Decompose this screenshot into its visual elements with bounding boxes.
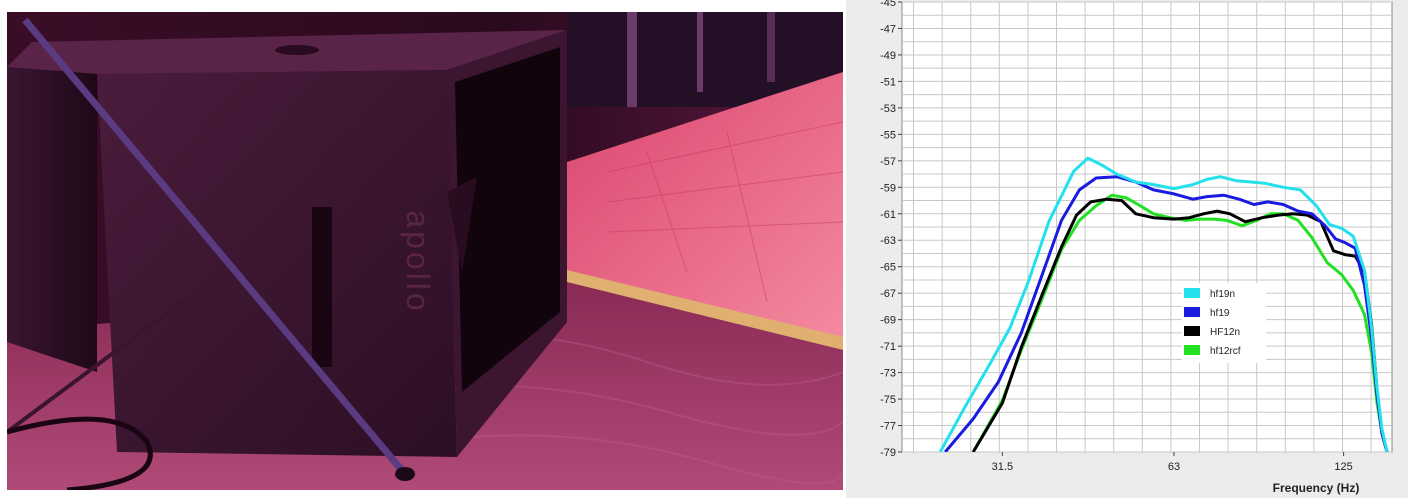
series-line-hf19n: [938, 156, 1389, 452]
x-axis-title: Frequency (Hz): [1273, 481, 1360, 495]
y-tick-label: -77: [880, 421, 896, 433]
y-tick-label: -47: [880, 23, 896, 35]
legend-swatch: [1184, 288, 1200, 298]
legend-label: hf19n: [1210, 289, 1235, 300]
legend-swatch: [1184, 326, 1200, 336]
speaker-photo-drawing: apollo: [7, 12, 843, 490]
y-tick-label: -71: [880, 341, 896, 353]
x-tick-label: 125: [1334, 461, 1352, 473]
y-tick-label: -79: [880, 447, 896, 459]
y-tick-label: -67: [880, 288, 896, 300]
frequency-response-chart: -45 -47 -49 -51 -53 -55 -57 -59 -61 -63 -65 -67 -69 -…: [846, 0, 1408, 498]
legend-swatch: [1184, 345, 1200, 355]
y-tick-label: -57: [880, 156, 896, 168]
legend-label: hf19: [1210, 308, 1230, 319]
chart-svg: -45 -47 -49 -51 -53 -55 -57 -59 -61 -63 -65 -67 -69 -…: [880, 0, 1393, 495]
series-line-hf12rcf: [971, 193, 1389, 452]
y-tick-label: -65: [880, 262, 896, 274]
y-tick-label: -59: [880, 182, 896, 194]
x-tick-label: 31.5: [992, 461, 1013, 473]
y-tick-label: -69: [880, 315, 896, 327]
y-tick-label: -51: [880, 76, 896, 88]
y-tick-label: -53: [880, 103, 896, 115]
y-tick-label: -49: [880, 50, 896, 62]
brand-logo: apollo: [400, 210, 436, 313]
y-tick-label: -61: [880, 209, 896, 221]
x-tick-label: 63: [1168, 461, 1180, 473]
speaker-photo: apollo: [7, 12, 843, 490]
series-line-hf19: [944, 175, 1389, 452]
svg-text:apollo: apollo: [400, 210, 436, 313]
y-tick-label: -63: [880, 235, 896, 247]
legend-label: HF12n: [1210, 327, 1240, 338]
y-tick-label: -73: [880, 368, 896, 380]
legend-swatch: [1184, 307, 1200, 317]
y-tick-label: -75: [880, 394, 896, 406]
y-tick-label: -55: [880, 129, 896, 141]
legend-label: hf12rcf: [1210, 346, 1241, 357]
y-tick-label: -45: [880, 0, 896, 9]
